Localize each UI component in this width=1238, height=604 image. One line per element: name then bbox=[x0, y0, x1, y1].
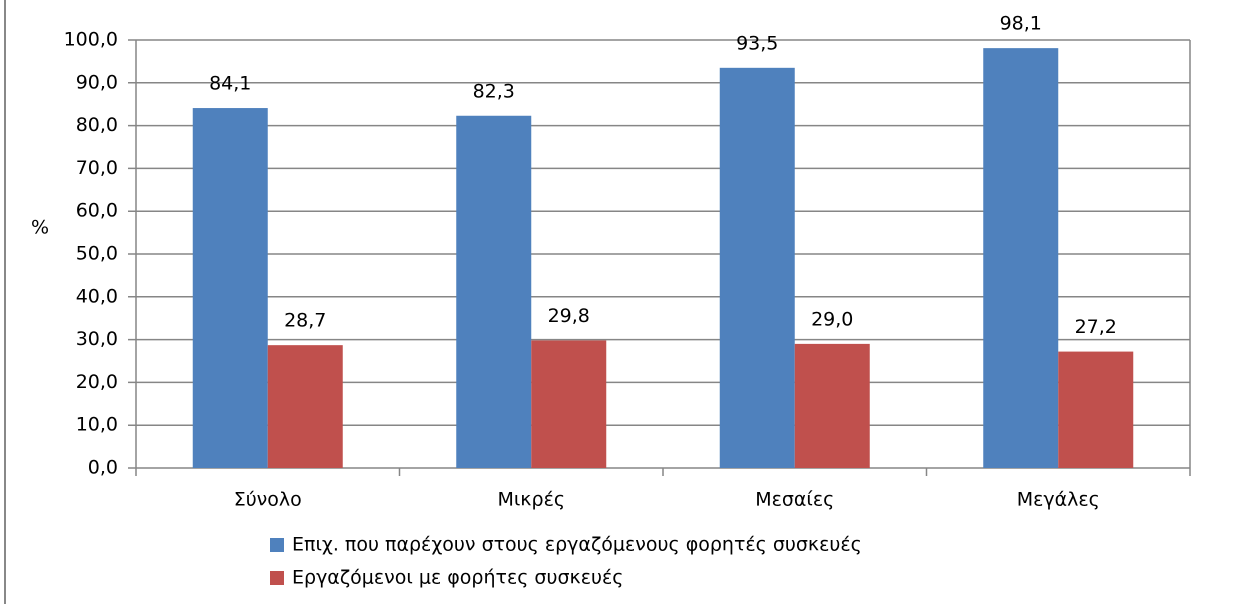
data-label: 27,2 bbox=[1075, 316, 1117, 338]
data-label: 98,1 bbox=[1000, 13, 1042, 35]
bar bbox=[719, 67, 795, 468]
data-label: 29,8 bbox=[548, 305, 590, 327]
data-label: 93,5 bbox=[736, 32, 778, 54]
legend-label: Επιχ. που παρέχουν στους εργαζόμενους φο… bbox=[292, 534, 862, 556]
bar bbox=[456, 115, 532, 469]
y-tick-label: 20,0 bbox=[76, 371, 118, 393]
y-tick-label: 0,0 bbox=[88, 457, 118, 479]
legend-swatch bbox=[270, 538, 284, 552]
bar bbox=[531, 340, 607, 468]
bar bbox=[1058, 351, 1134, 468]
bar bbox=[267, 345, 343, 468]
bar bbox=[983, 48, 1059, 469]
y-tick-label: 80,0 bbox=[76, 114, 118, 136]
y-tick-label: 10,0 bbox=[76, 414, 118, 436]
y-tick-label: 100,0 bbox=[64, 29, 118, 51]
x-tick-label: Μεγάλες bbox=[1017, 489, 1100, 511]
x-tick-label: Μεσαίες bbox=[755, 489, 834, 511]
data-label: 29,0 bbox=[811, 308, 853, 330]
legend-label: Εργαζόμενοι με φορήτες συσκευές bbox=[292, 567, 623, 589]
data-label: 84,1 bbox=[209, 73, 251, 95]
y-axis-label: % bbox=[31, 217, 49, 239]
x-tick-label: Μικρές bbox=[497, 489, 565, 511]
data-label: 82,3 bbox=[473, 80, 515, 102]
legend-swatch bbox=[270, 571, 284, 585]
y-tick-label: 70,0 bbox=[76, 157, 118, 179]
y-tick-label: 90,0 bbox=[76, 71, 118, 93]
data-label: 28,7 bbox=[284, 310, 326, 332]
y-tick-label: 30,0 bbox=[76, 328, 118, 350]
bar bbox=[192, 108, 268, 468]
y-tick-label: 60,0 bbox=[76, 200, 118, 222]
bar bbox=[794, 343, 870, 468]
x-tick-label: Σύνολο bbox=[234, 489, 302, 511]
y-tick-label: 40,0 bbox=[76, 285, 118, 307]
y-tick-label: 50,0 bbox=[76, 243, 118, 265]
